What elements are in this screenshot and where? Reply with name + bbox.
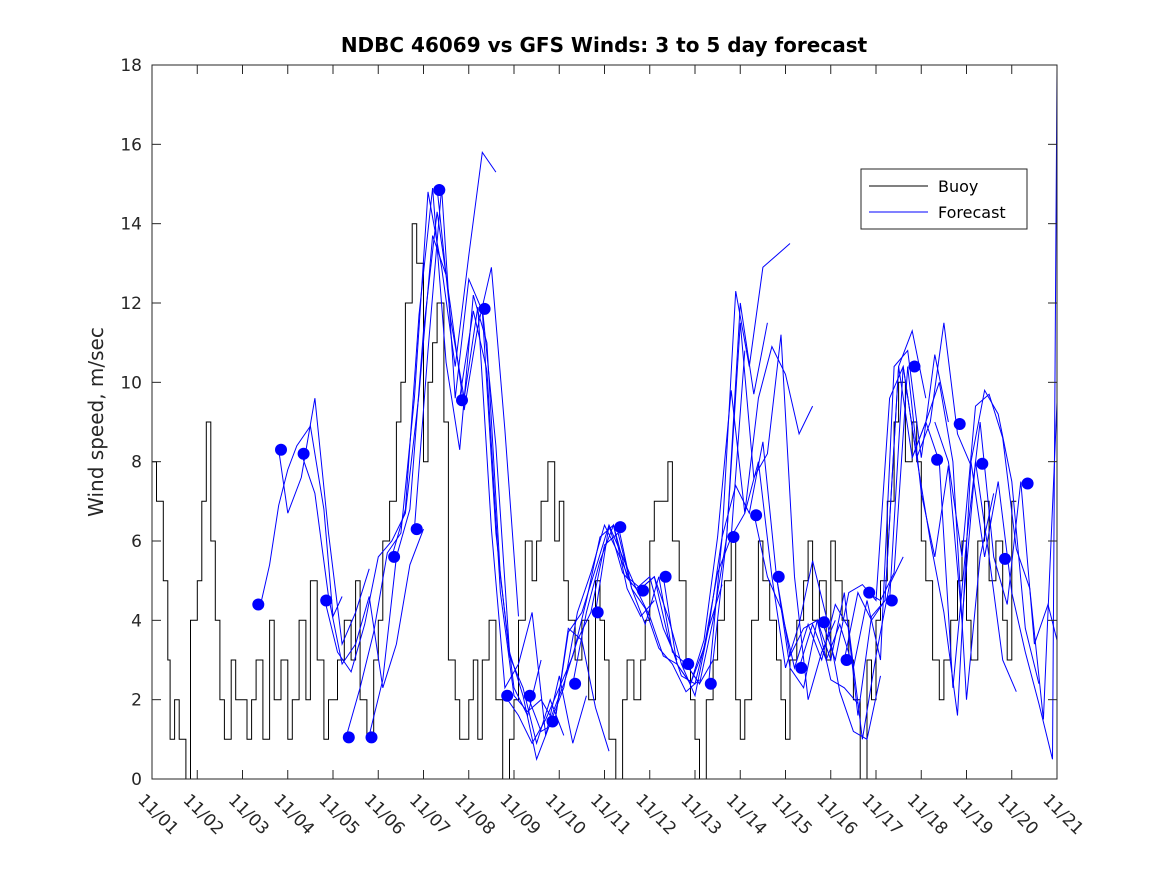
x-tick-label: 11/18 xyxy=(903,790,952,839)
forecast-marker xyxy=(772,570,785,583)
forecast-marker xyxy=(523,689,536,702)
forecast-marker xyxy=(275,443,287,456)
forecast-marker xyxy=(252,598,265,611)
x-tick-label: 11/15 xyxy=(767,790,816,839)
forecast-marker xyxy=(388,550,401,563)
forecast-markers xyxy=(252,184,1034,744)
forecast-marker xyxy=(569,677,582,690)
x-tick-label: 11/06 xyxy=(360,790,409,839)
forecast-run-28 xyxy=(866,366,1017,692)
forecast-marker xyxy=(999,552,1011,565)
y-tick-label: 18 xyxy=(120,56,142,76)
x-tick-label: 11/01 xyxy=(133,790,182,839)
buoy-series xyxy=(152,223,1017,780)
forecast-marker xyxy=(863,586,876,599)
forecast-marker xyxy=(614,521,627,534)
x-tick-label: 11/03 xyxy=(224,790,273,839)
forecast-run-26 xyxy=(821,322,972,662)
forecast-run-23 xyxy=(753,513,904,740)
forecast-marker xyxy=(591,606,604,619)
forecast-run-10 xyxy=(459,310,610,752)
x-tick-label: 11/19 xyxy=(948,790,997,839)
forecast-marker xyxy=(501,689,514,702)
x-tick-label: 11/16 xyxy=(812,790,861,839)
forecast-run-19 xyxy=(662,345,814,685)
y-tick-label: 12 xyxy=(120,294,142,314)
forecast-marker xyxy=(297,447,310,460)
forecast-marker xyxy=(953,418,966,430)
forecast-run-20 xyxy=(685,322,836,700)
forecast-marker xyxy=(976,457,989,470)
x-tick-label: 11/17 xyxy=(857,790,906,839)
forecast-marker xyxy=(840,654,853,666)
x-tick-label: 11/20 xyxy=(993,790,1042,839)
buoy-line xyxy=(152,223,1017,780)
forecast-run-16 xyxy=(595,350,746,685)
forecast-run-3 xyxy=(300,453,424,688)
forecast-run-31 xyxy=(934,393,1058,720)
y-tick-label: 6 xyxy=(131,532,142,552)
x-tick-label: 11/13 xyxy=(676,790,725,839)
legend-forecast-label: Forecast xyxy=(938,203,1006,222)
forecast-marker xyxy=(410,523,423,536)
forecast-run-2 xyxy=(278,398,370,647)
forecast-run-18 xyxy=(640,243,791,698)
y-tick-label: 4 xyxy=(131,611,142,631)
forecast-run-22 xyxy=(730,461,881,741)
x-tick-label: 11/02 xyxy=(179,790,228,839)
x-tick-label: 11/14 xyxy=(722,790,771,839)
x-tick-label: 11/08 xyxy=(450,790,499,839)
forecast-marker xyxy=(704,677,717,690)
forecast-marker xyxy=(908,360,921,373)
forecast-series xyxy=(260,68,1058,761)
forecast-run-29 xyxy=(889,366,1040,716)
y-axis-label: Wind speed, m/sec xyxy=(84,327,108,517)
forecast-run-32 xyxy=(970,68,1058,760)
forecast-marker xyxy=(931,453,944,466)
x-tick-label: 11/21 xyxy=(1038,790,1087,839)
y-tick-label: 0 xyxy=(131,770,142,790)
forecast-marker xyxy=(546,715,559,728)
forecast-run-24 xyxy=(776,329,927,716)
forecast-run-7 xyxy=(391,187,542,717)
forecast-marker xyxy=(433,184,446,196)
legend: Buoy Forecast xyxy=(860,168,1028,230)
chart-title: NDBC 46069 vs GFS Winds: 3 to 5 day fore… xyxy=(341,33,868,57)
y-tick-label: 8 xyxy=(131,453,142,473)
x-tick-label: 11/07 xyxy=(405,790,454,839)
forecast-marker xyxy=(1021,477,1034,490)
forecast-marker xyxy=(478,302,491,315)
forecast-marker xyxy=(365,731,378,744)
forecast-marker xyxy=(320,594,333,607)
y-tick-label: 14 xyxy=(120,215,142,235)
x-tick-label: 11/10 xyxy=(541,790,590,839)
y-tick-label: 2 xyxy=(131,691,142,711)
forecast-marker xyxy=(727,531,740,543)
x-tick-label: 11/05 xyxy=(314,790,363,839)
y-axis-ticks: 0 2 4 6 8 10 12 14 16 18 xyxy=(120,56,1057,790)
forecast-marker xyxy=(795,661,808,674)
x-tick-label: 11/12 xyxy=(631,790,680,839)
x-tick-label: 11/09 xyxy=(495,790,544,839)
legend-buoy-label: Buoy xyxy=(938,177,978,196)
forecast-marker xyxy=(342,731,355,744)
y-tick-label: 16 xyxy=(120,135,142,155)
x-tick-label: 11/11 xyxy=(586,790,635,839)
forecast-marker xyxy=(659,570,672,583)
forecast-marker xyxy=(456,394,468,407)
forecast-run-8 xyxy=(413,187,565,746)
legend-box xyxy=(860,168,1028,230)
forecast-run-1 xyxy=(260,424,343,619)
forecast-marker xyxy=(750,509,763,522)
forecast-run-12 xyxy=(504,524,655,745)
forecast-run-6 xyxy=(368,211,519,736)
forecast-marker xyxy=(637,584,649,597)
forecast-run-14 xyxy=(549,532,700,720)
forecast-marker xyxy=(682,658,695,670)
forecast-marker xyxy=(818,616,830,629)
x-tick-label: 11/04 xyxy=(269,790,318,839)
y-tick-label: 10 xyxy=(120,373,142,393)
forecast-marker xyxy=(885,594,898,607)
